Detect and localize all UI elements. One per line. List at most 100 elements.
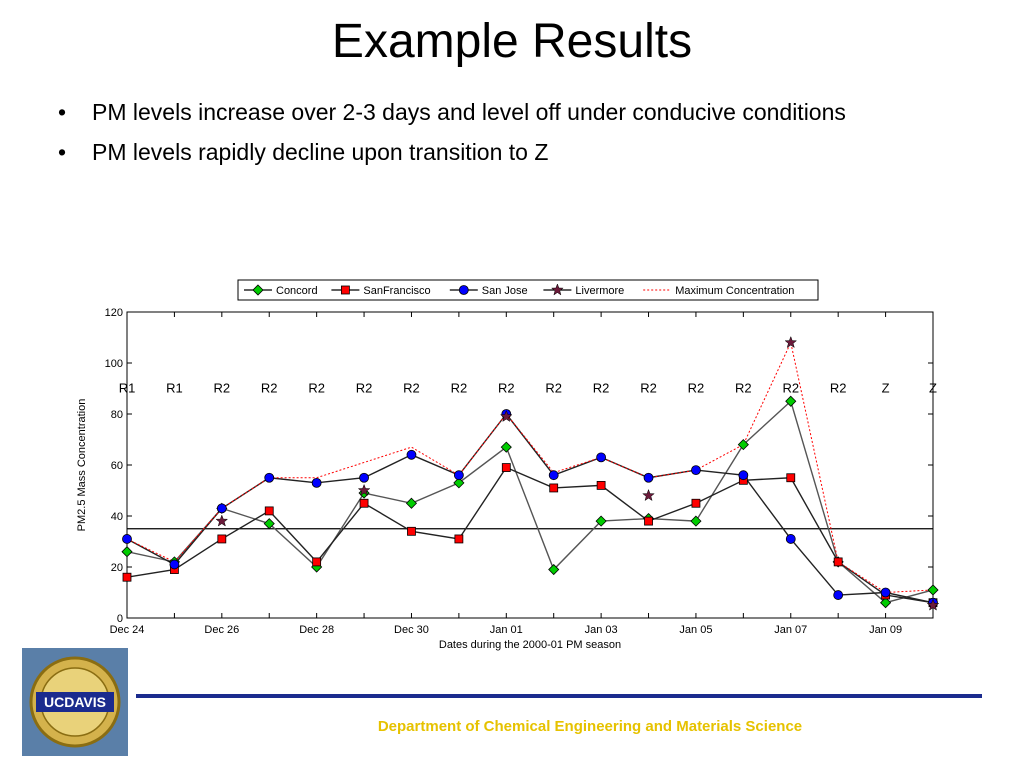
y-tick-label: 120 bbox=[105, 307, 123, 319]
bullet-dot: • bbox=[58, 99, 67, 125]
bullet-text: PM levels increase over 2-3 days and lev… bbox=[92, 99, 846, 125]
data-point-sanfrancisco bbox=[264, 506, 274, 516]
data-point-sanfrancisco bbox=[786, 473, 796, 483]
data-point-concord bbox=[880, 597, 892, 609]
data-point-concord bbox=[690, 515, 702, 527]
footer-department: Department of Chemical Engineering and M… bbox=[377, 718, 803, 735]
legend-marker-san-jose bbox=[458, 285, 469, 295]
data-point-sanfrancisco bbox=[549, 483, 559, 493]
regime-label: Z bbox=[882, 381, 890, 396]
x-axis-label: Dates during the 2000-01 PM season bbox=[439, 639, 621, 651]
legend-label-san-jose: San Jose bbox=[482, 285, 528, 297]
pm-concentration-chart: 0 20 40 60 80 100 120 Dec 24 Dec 26 Dec 28 Dec 30 J… bbox=[76, 279, 940, 651]
regime-label: R1 bbox=[119, 381, 136, 396]
data-point-san-jose bbox=[833, 590, 844, 600]
regime-label: R2 bbox=[782, 381, 799, 396]
data-point-san-jose bbox=[785, 534, 796, 544]
data-point-livermore bbox=[642, 488, 655, 502]
x-tick-label: Dec 26 bbox=[204, 624, 239, 636]
data-point-sanfrancisco bbox=[122, 572, 132, 582]
y-tick-label: 0 bbox=[117, 613, 123, 625]
data-point-san-jose bbox=[311, 477, 322, 488]
regime-label: R2 bbox=[403, 381, 420, 396]
data-point-concord bbox=[785, 395, 797, 407]
footer-divider bbox=[136, 694, 982, 698]
data-point-livermore bbox=[215, 514, 229, 527]
data-point-concord bbox=[405, 497, 418, 509]
regime-label: R2 bbox=[308, 381, 325, 396]
x-tick-label: Jan 05 bbox=[679, 624, 712, 636]
data-point-san-jose bbox=[643, 472, 654, 483]
data-point-sanfrancisco bbox=[454, 534, 464, 544]
regime-label: R2 bbox=[214, 381, 231, 396]
bullet-dot: • bbox=[58, 139, 67, 165]
data-point-san-jose bbox=[264, 472, 275, 483]
data-point-san-jose bbox=[691, 465, 701, 476]
data-point-livermore bbox=[926, 598, 940, 611]
legend-label-concord: Concord bbox=[276, 285, 318, 297]
legend-label-sanfrancisco: SanFrancisco bbox=[363, 285, 430, 297]
data-point-sanfrancisco bbox=[359, 498, 369, 508]
ucdavis-seal-logo: UCDAVIS bbox=[22, 648, 128, 756]
y-axis-label: PM2.5 Mass Concentration bbox=[76, 399, 88, 532]
regime-label: R2 bbox=[735, 381, 752, 396]
data-point-san-jose bbox=[359, 472, 369, 483]
data-point-sanfrancisco bbox=[217, 534, 227, 544]
data-point-san-jose bbox=[216, 503, 227, 514]
data-point-concord bbox=[121, 546, 133, 558]
regime-label: R2 bbox=[498, 381, 515, 396]
data-point-san-jose bbox=[453, 470, 464, 481]
y-tick-label: 100 bbox=[105, 358, 123, 370]
x-tick-label: Dec 24 bbox=[110, 624, 145, 636]
plot-frame bbox=[126, 311, 934, 619]
legend-label-livermore: Livermore bbox=[575, 285, 624, 297]
regime-label: R2 bbox=[593, 381, 610, 396]
regime-label: R1 bbox=[166, 381, 183, 396]
x-tick-label: Jan 09 bbox=[869, 624, 902, 636]
data-point-san-jose bbox=[880, 587, 891, 598]
regime-label: R2 bbox=[688, 381, 705, 396]
data-point-livermore bbox=[499, 409, 513, 422]
data-point-san-jose bbox=[596, 452, 607, 463]
data-point-sanfrancisco bbox=[501, 463, 511, 472]
regime-label: R2 bbox=[356, 381, 373, 396]
seal-graphic: UCDAVIS bbox=[29, 656, 121, 748]
x-tick-label: Jan 07 bbox=[774, 624, 807, 636]
data-point-livermore bbox=[357, 483, 371, 497]
data-point-concord bbox=[263, 518, 275, 530]
legend-marker-concord bbox=[252, 284, 264, 296]
x-tick-label: Jan 03 bbox=[585, 624, 618, 636]
regime-label: R2 bbox=[451, 381, 468, 396]
series-line-concord bbox=[126, 399, 934, 604]
bullet-item: • PM levels increase over 2-3 days and le… bbox=[58, 94, 938, 130]
data-point-san-jose bbox=[548, 470, 559, 481]
data-point-concord bbox=[595, 515, 607, 527]
series-line-maximum-concentration bbox=[126, 341, 934, 594]
regime-label: R2 bbox=[261, 381, 278, 396]
x-tick-label: Dec 28 bbox=[299, 624, 334, 636]
regime-label: Z bbox=[929, 381, 937, 396]
legend-box bbox=[237, 279, 819, 301]
y-tick-label: 20 bbox=[111, 562, 123, 574]
data-point-san-jose bbox=[738, 470, 749, 481]
bullet-list: • PM levels increase over 2-3 days and le… bbox=[58, 94, 938, 174]
data-point-concord bbox=[737, 439, 749, 451]
data-point-sanfrancisco bbox=[691, 498, 701, 508]
slide-title: Example Results bbox=[331, 15, 693, 68]
data-point-sanfrancisco bbox=[312, 557, 322, 567]
x-tick-label: Dec 30 bbox=[394, 624, 429, 636]
data-point-san-jose bbox=[406, 449, 417, 460]
legend-marker-livermore bbox=[551, 283, 564, 296]
data-point-san-jose bbox=[169, 559, 180, 570]
regime-label: R2 bbox=[545, 381, 562, 396]
series-line-sanfrancisco bbox=[126, 466, 934, 604]
regime-label: R2 bbox=[830, 381, 847, 396]
data-point-san-jose bbox=[122, 534, 132, 544]
data-point-concord bbox=[548, 563, 560, 576]
y-tick-label: 80 bbox=[111, 409, 123, 421]
legend-label-maximum-concentration: Maximum Concentration bbox=[675, 285, 794, 297]
y-tick-label: 40 bbox=[111, 511, 123, 523]
data-point-sanfrancisco bbox=[596, 480, 606, 490]
svg-text:UCDAVIS: UCDAVIS bbox=[44, 694, 106, 710]
regime-label: R2 bbox=[640, 381, 657, 396]
